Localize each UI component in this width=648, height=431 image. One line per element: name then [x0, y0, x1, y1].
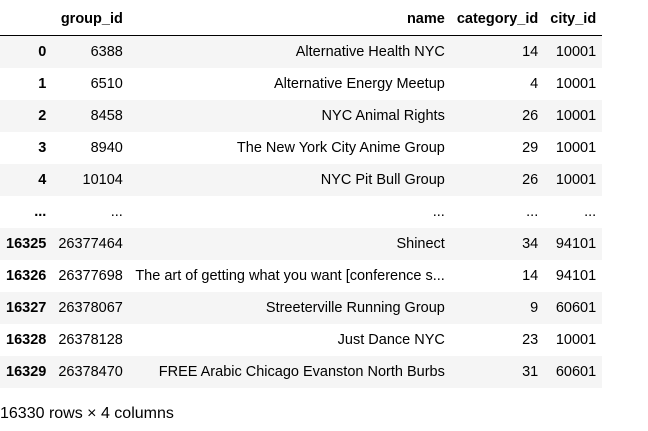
- cell-group-id: 6510: [90, 76, 123, 92]
- cell-city-id: 10001: [555, 172, 597, 188]
- cell-city-id: 60601: [555, 364, 597, 380]
- cell-name: The art of getting what you want [confer…: [135, 268, 445, 284]
- cell-category-id: 14: [522, 44, 539, 60]
- cell-group-id: 8940: [90, 140, 123, 156]
- cell-name: The New York City Anime Group: [236, 140, 445, 156]
- cell-group-id: 26377464: [58, 236, 123, 252]
- cell-city-id: 10001: [555, 76, 597, 92]
- column-header-category-id: category_id: [450, 3, 545, 36]
- cell-category-id: 14: [522, 268, 539, 284]
- cell-group-id: 26377698: [58, 268, 123, 284]
- cell-city-id: 94101: [555, 268, 597, 284]
- cell-group-id: 8458: [90, 108, 123, 124]
- table-row: 1 6510 Alternative Energy Meetup 4 10001: [0, 68, 603, 100]
- cell-city-id: ...: [584, 204, 597, 220]
- table-row: 16325 26377464 Shinect 34 94101: [0, 228, 603, 260]
- table-row: 0 6388 Alternative Health NYC 14 10001: [0, 35, 603, 68]
- cell-name: FREE Arabic Chicago Evanston North Burbs: [158, 364, 445, 380]
- cell-group-id: ...: [110, 204, 123, 220]
- cell-city-id: 10001: [555, 140, 597, 156]
- cell-category-id: 26: [522, 172, 539, 188]
- row-index: 16328: [6, 332, 47, 348]
- cell-city-id: 10001: [555, 44, 597, 60]
- row-index: ...: [34, 204, 47, 220]
- cell-name: Just Dance NYC: [337, 332, 445, 348]
- cell-category-id: 4: [530, 76, 539, 92]
- column-header-name: name: [128, 3, 451, 36]
- table-row: ...............: [0, 196, 603, 228]
- index-header: [0, 3, 53, 36]
- row-index: 3: [38, 140, 47, 156]
- table-header: group_id name category_id city_id: [0, 3, 603, 36]
- row-index: 16326: [6, 268, 47, 284]
- cell-name: Shinect: [396, 236, 445, 252]
- dataframe-table: group_id name category_id city_id 0 6388 A…: [0, 3, 603, 388]
- column-header-city-id: city_id: [544, 3, 603, 36]
- cell-city-id: 10001: [555, 108, 597, 124]
- cell-name: Streeterville Running Group: [265, 300, 445, 316]
- table-row: 16328 26378128 Just Dance NYC 23 10001: [0, 324, 603, 356]
- cell-name: NYC Pit Bull Group: [320, 172, 445, 188]
- row-index: 16329: [6, 364, 47, 380]
- row-index: 1: [38, 76, 47, 92]
- row-index: 16327: [6, 300, 47, 316]
- cell-city-id: 10001: [555, 332, 597, 348]
- cell-group-id: 26378470: [58, 364, 123, 380]
- column-header-group-id: group_id: [52, 3, 129, 36]
- cell-category-id: ...: [526, 204, 539, 220]
- table-row: 16329 26378470 FREE Arabic Chicago Evansto…: [0, 356, 603, 388]
- cell-name: ...: [432, 204, 445, 220]
- cell-group-id: 26378067: [58, 300, 123, 316]
- header-row: group_id name category_id city_id: [0, 3, 603, 36]
- cell-category-id: 23: [522, 332, 539, 348]
- cell-group-id: 10104: [82, 172, 123, 188]
- cell-name: NYC Animal Rights: [321, 108, 445, 124]
- row-index: 16325: [6, 236, 47, 252]
- cell-name: Alternative Health NYC: [295, 44, 445, 60]
- cell-category-id: 34: [522, 236, 539, 252]
- table-body: 0 6388 Alternative Health NYC 14 10001 1 6510 A…: [0, 35, 603, 388]
- cell-category-id: 29: [522, 140, 539, 156]
- cell-category-id: 26: [522, 108, 539, 124]
- table-row: 4 10104 NYC Pit Bull Group 26 10001: [0, 164, 603, 196]
- row-index: 4: [38, 172, 47, 188]
- table-row: 2 8458 NYC Animal Rights 26 10001: [0, 100, 603, 132]
- table-row: 3 8940 The New York City Anime Group 29 1000…: [0, 132, 603, 164]
- dataframe-shape-label: 16330 rows × 4 columns: [0, 405, 174, 422]
- table-row: 16326 26377698 The art of getting what you…: [0, 260, 603, 292]
- cell-category-id: 9: [530, 300, 539, 316]
- row-index: 0: [38, 44, 47, 60]
- cell-group-id: 6388: [90, 44, 123, 60]
- cell-category-id: 31: [522, 364, 539, 380]
- cell-city-id: 60601: [555, 300, 597, 316]
- row-index: 2: [38, 108, 47, 124]
- table-row: 16327 26378067 Streeterville Running Group…: [0, 292, 603, 324]
- cell-city-id: 94101: [555, 236, 597, 252]
- cell-name: Alternative Energy Meetup: [273, 76, 445, 92]
- cell-group-id: 26378128: [58, 332, 123, 348]
